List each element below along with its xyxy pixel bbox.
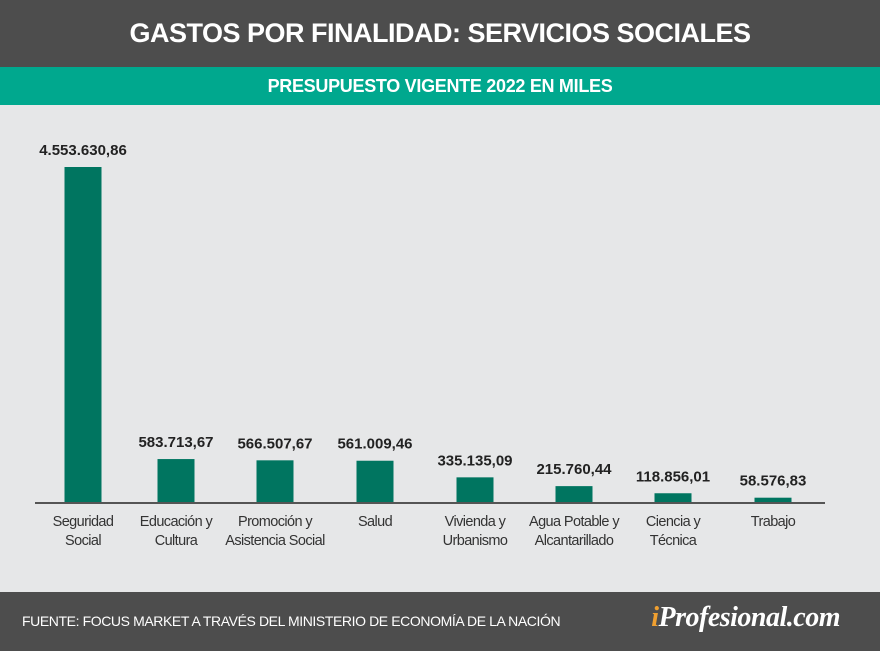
category-label: Cultura <box>155 533 199 549</box>
category-label: Salud <box>358 514 393 530</box>
value-label: 58.576,83 <box>740 473 807 490</box>
category-label: Ciencia y <box>646 514 702 530</box>
bar <box>754 497 792 502</box>
value-label: 561.009,46 <box>337 436 412 453</box>
bar <box>555 486 593 502</box>
bar <box>256 460 294 502</box>
category-label: Urbanismo <box>443 533 508 549</box>
category-label: Agua Potable y <box>529 514 620 530</box>
bar-chart: 4.553.630,86 Seguridad Social 583.713,67 Edu… <box>35 142 825 549</box>
footer: FUENTE: FOCUS MARKET A TRAVÉS DEL MINIST… <box>0 592 880 651</box>
category-label: Social <box>65 533 101 549</box>
bar <box>654 493 692 502</box>
source-note: FUENTE: FOCUS MARKET A TRAVÉS DEL MINIST… <box>22 613 561 629</box>
category-label: Alcantarillado <box>535 533 614 549</box>
iprofesional-logo: iProfesional.com <box>651 602 840 633</box>
value-label: 583.713,67 <box>138 434 213 451</box>
bar <box>157 459 195 502</box>
category-label: Técnica <box>650 533 698 549</box>
chart-title: GASTOS POR FINALIDAD: SERVICIOS SOCIALES <box>0 0 880 67</box>
value-label: 215.760,44 <box>536 461 612 478</box>
category-label: Promoción y <box>238 514 313 530</box>
chart-subtitle: PRESUPUESTO VIGENTE 2022 EN MILES <box>0 67 880 105</box>
category-label: Seguridad <box>53 514 114 530</box>
category-label: Asistencia Social <box>225 533 325 549</box>
bar <box>356 460 394 502</box>
value-label: 566.507,67 <box>237 435 312 452</box>
value-label: 4.553.630,86 <box>39 142 127 159</box>
category-label: Trabajo <box>751 514 796 530</box>
bar <box>456 477 494 502</box>
category-label: Educación y <box>140 514 214 530</box>
category-label: Vivienda y <box>445 514 507 530</box>
bar <box>64 167 102 502</box>
value-label: 335.135,09 <box>437 452 512 469</box>
value-label: 118.856,01 <box>636 468 710 485</box>
